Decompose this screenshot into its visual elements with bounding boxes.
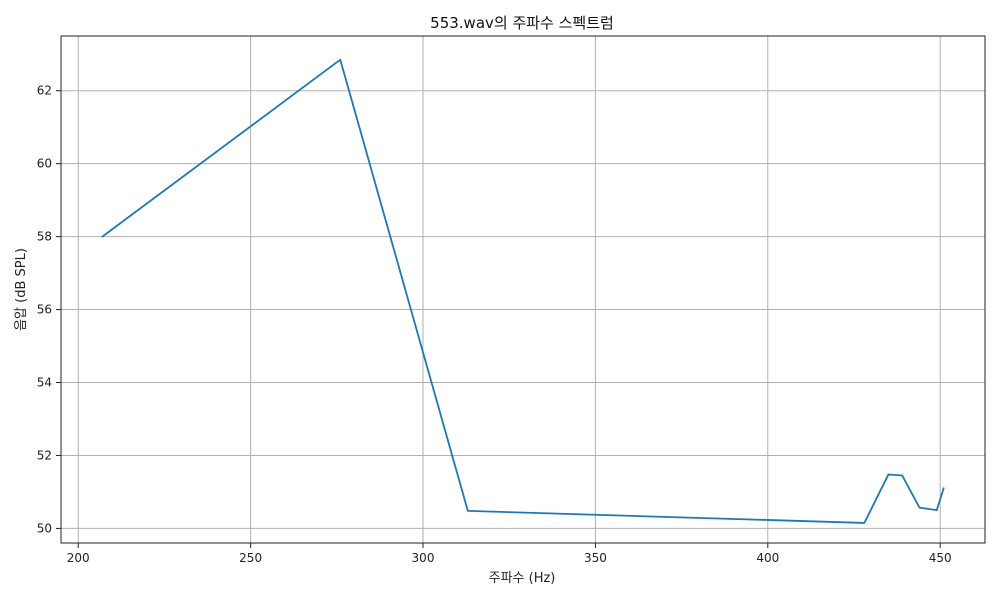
- y-axis: 50 52 54 56 58 60 62: [37, 84, 61, 535]
- series-layer: [101, 58, 945, 524]
- y-axis-title: 음압 (dB SPL): [14, 248, 29, 331]
- y-tick-label: 54: [37, 376, 52, 390]
- x-axis-title: 주파수 (Hz): [489, 571, 556, 586]
- x-tick-label: 350: [584, 551, 607, 565]
- y-tick-label: 50: [37, 521, 52, 535]
- x-tick-label: 200: [67, 551, 90, 565]
- x-tick-label: 450: [929, 551, 952, 565]
- x-tick-label: 300: [412, 551, 435, 565]
- y-tick-label: 56: [37, 303, 52, 317]
- series-line: [101, 58, 945, 524]
- grid: [61, 36, 985, 543]
- y-tick-label: 58: [37, 230, 52, 244]
- x-tick-label: 400: [756, 551, 779, 565]
- y-tick-label: 60: [37, 157, 52, 171]
- y-tick-label: 62: [37, 84, 52, 98]
- x-axis: 200 250 300 350 400 450: [67, 543, 952, 565]
- plot-frame: [60, 35, 986, 544]
- y-tick-label: 52: [37, 448, 52, 462]
- chart-title: 553.wav의 주파수 스펙트럼: [430, 14, 614, 32]
- x-tick-label: 250: [239, 551, 262, 565]
